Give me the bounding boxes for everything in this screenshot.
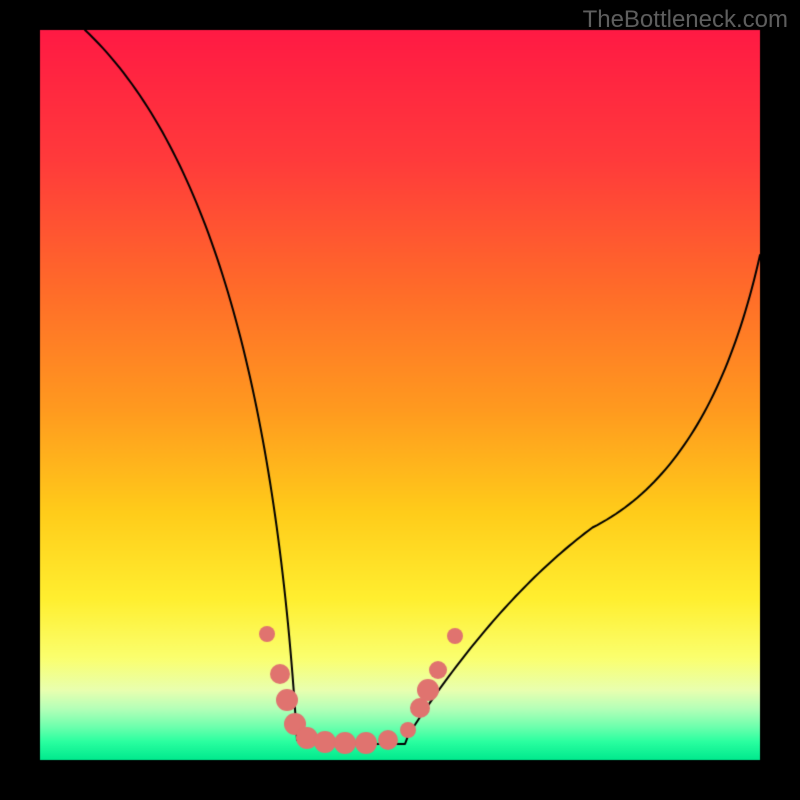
watermark-text: TheBottleneck.com <box>583 6 788 34</box>
bottleneck-chart <box>0 0 800 800</box>
